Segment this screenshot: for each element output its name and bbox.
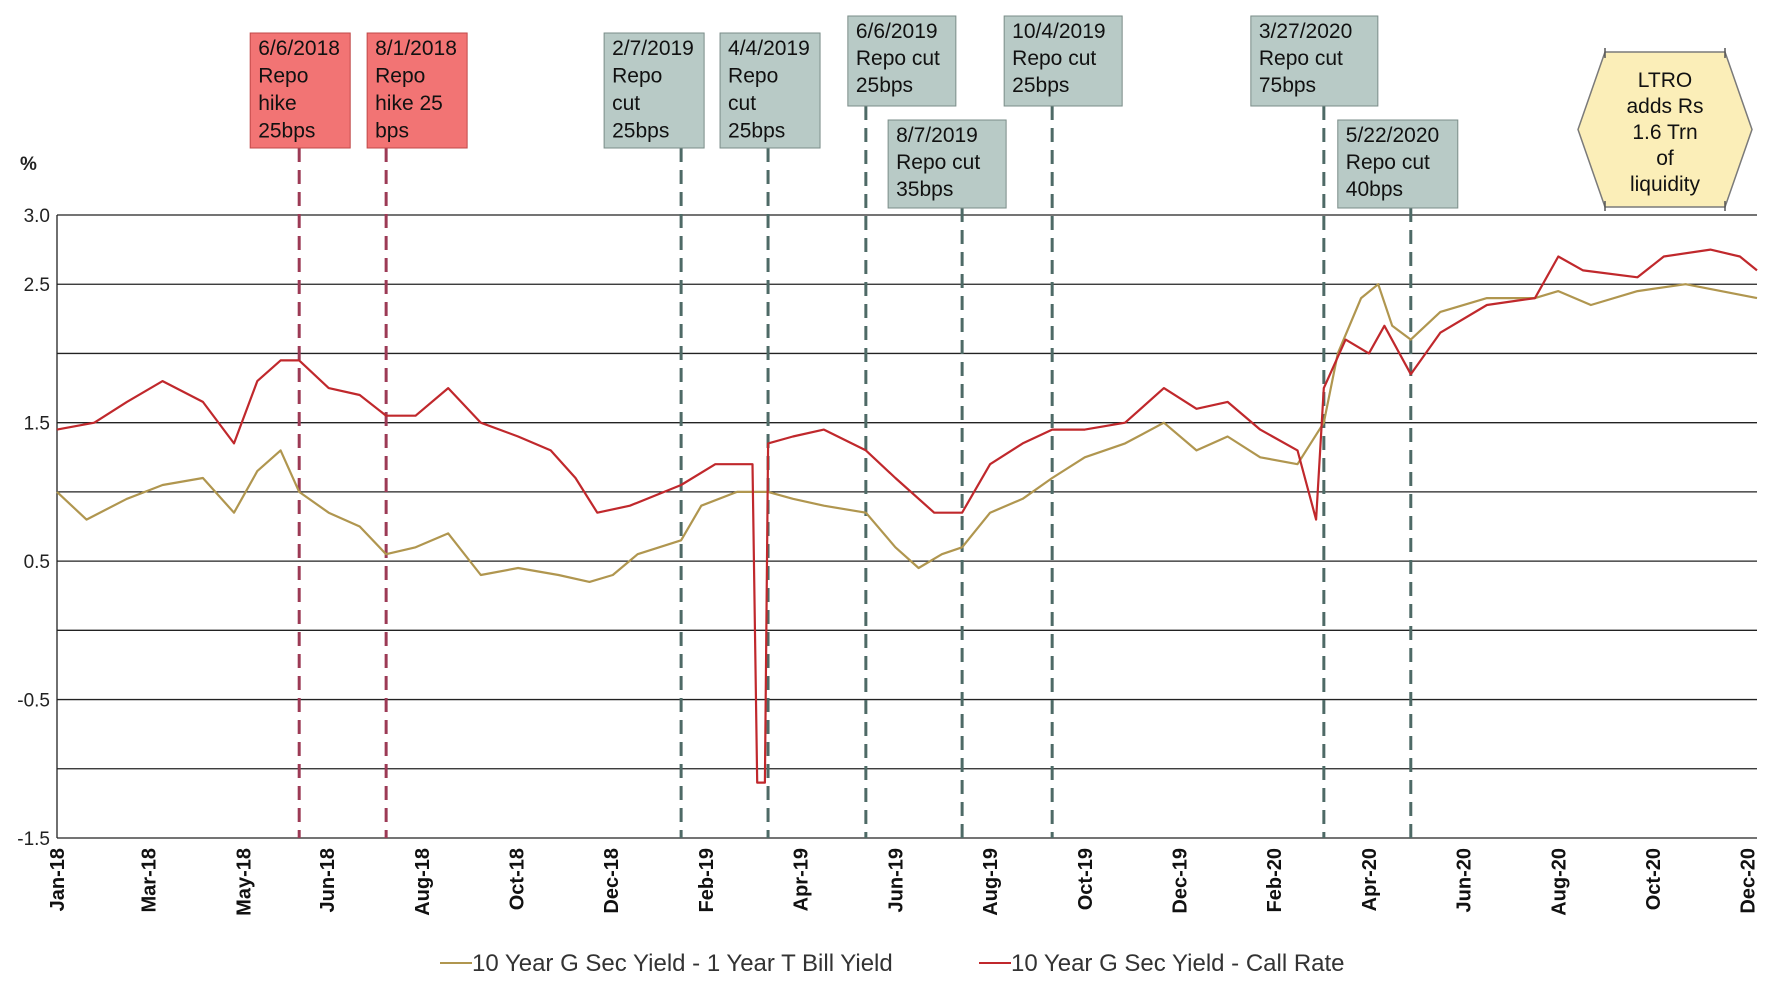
callout-text: 1.6 Trn (1632, 121, 1697, 144)
event-annotation-text: 2/7/2019 (612, 37, 694, 60)
event-annotation-box (366, 32, 468, 149)
x-tick-label: Apr-19 (791, 848, 813, 911)
callout-text: liquidity (1630, 173, 1701, 196)
event-annotation-text: 25bps (856, 74, 913, 97)
event-annotation-text: Repo cut (896, 151, 980, 174)
gridlines (56, 214, 1757, 839)
data-series (56, 248, 1758, 784)
event-annotation-text: 5/22/2020 (1346, 124, 1439, 147)
y-tick-label: 0.5 (24, 552, 50, 573)
x-tick-label: Feb-19 (696, 848, 718, 912)
event-annotation-text: 40bps (1346, 178, 1403, 201)
event-annotation-box (1337, 119, 1459, 209)
x-tick-label: Apr-20 (1359, 848, 1381, 911)
event-annotation-text: Repo (375, 65, 425, 88)
y-axis-unit-label: % (20, 154, 37, 175)
event-annotation-text: 4/4/2019 (728, 37, 810, 60)
event-annotation-text: Repo cut (1346, 151, 1430, 174)
x-tick-label: Jun-18 (317, 848, 339, 912)
event-annotation-text: cut (612, 92, 640, 115)
x-tick-label: Dec-19 (1169, 848, 1191, 914)
event-annotation-box (603, 32, 705, 149)
y-tick-label: 1.5 (24, 414, 50, 435)
event-annotation-text: bps (375, 120, 409, 143)
legend-label: 10 Year G Sec Yield - Call Rate (1011, 950, 1345, 977)
event-annotation-text: 3/27/2020 (1259, 20, 1352, 43)
y-tick-label: 2.5 (24, 275, 50, 296)
event-annotation-text: 75bps (1259, 74, 1316, 97)
event-annotation-box (1003, 15, 1123, 107)
event-annotation-box (847, 15, 957, 107)
event-annotations: 6/6/2018 Repo hike 25bps 8/1/2018 Repo hike 25… (249, 15, 1459, 209)
callout-text: adds Rs (1626, 95, 1703, 118)
event-annotation-text: 10/4/2019 (1012, 20, 1105, 43)
y-tick-label: -1.5 (17, 829, 50, 850)
event-annotation-text: Repo (258, 65, 308, 88)
event-annotation-box (1250, 15, 1379, 107)
event-annotation-text: 8/7/2019 (896, 124, 978, 147)
x-tick-label: Oct-19 (1075, 848, 1097, 910)
legend-label: 10 Year G Sec Yield - 1 Year T Bill Yiel… (472, 950, 893, 977)
x-tick-label: Mar-18 (139, 848, 161, 912)
y-axis-tick-labels: 3.0 2.5 1.5 0.5 -0.5 -1.5 (17, 206, 50, 850)
event-annotation-text: hike (258, 92, 297, 115)
event-annotation-box (719, 32, 821, 149)
event-annotation-text: 6/6/2018 (258, 37, 340, 60)
event-annotation-text: 25bps (728, 120, 785, 143)
event-annotation-text: Repo cut (856, 47, 940, 70)
event-annotation-text: cut (728, 92, 756, 115)
event-annotation-text: Repo cut (1012, 47, 1096, 70)
x-tick-label: Dec-20 (1738, 848, 1760, 914)
x-tick-label: Dec-18 (601, 848, 623, 914)
event-annotation-text: Repo cut (1259, 47, 1343, 70)
y-tick-label: 3.0 (24, 206, 50, 227)
x-tick-label: Aug-19 (980, 848, 1002, 916)
event-annotation-text: 25bps (612, 120, 669, 143)
x-tick-label: Aug-18 (412, 848, 434, 916)
event-annotation-text: 35bps (896, 178, 953, 201)
event-annotation-text: 8/1/2018 (375, 37, 457, 60)
event-annotation-text: 25bps (1012, 74, 1069, 97)
y-tick-label: -0.5 (17, 691, 50, 712)
event-annotation-text: 6/6/2019 (856, 20, 938, 43)
legend: 10 Year G Sec Yield - 1 Year T Bill Yiel… (440, 950, 1345, 977)
x-tick-label: Aug-20 (1548, 848, 1570, 916)
series-line-tbill-spread (56, 283, 1758, 584)
event-annotation-text: Repo (728, 65, 778, 88)
ltro-callout: LTRO adds Rs 1.6 Trn of liquidity (1577, 48, 1753, 211)
x-tick-label: Jan-18 (47, 848, 69, 911)
event-annotation-text: 25bps (258, 120, 315, 143)
x-tick-label: Jun-20 (1454, 848, 1476, 912)
event-lines (297, 106, 1413, 838)
event-annotation-text: hike 25 (375, 92, 443, 115)
x-tick-label: Jun-19 (885, 848, 907, 912)
x-axis-tick-labels: Jan-18 Mar-18 May-18 Jun-18 Aug-18 Oct-18 Dec-… (47, 848, 1760, 916)
event-annotation-text: Repo (612, 65, 662, 88)
x-tick-label: Oct-18 (507, 848, 529, 910)
callout-text: of (1656, 147, 1674, 170)
x-tick-label: Oct-20 (1643, 848, 1665, 910)
event-annotation-box (887, 119, 1007, 209)
series-line-call-rate-spread (56, 248, 1758, 784)
x-tick-label: May-18 (233, 848, 255, 916)
event-annotation-box (249, 32, 351, 149)
callout-text: LTRO (1638, 69, 1692, 92)
x-tick-label: Feb-20 (1264, 848, 1286, 912)
